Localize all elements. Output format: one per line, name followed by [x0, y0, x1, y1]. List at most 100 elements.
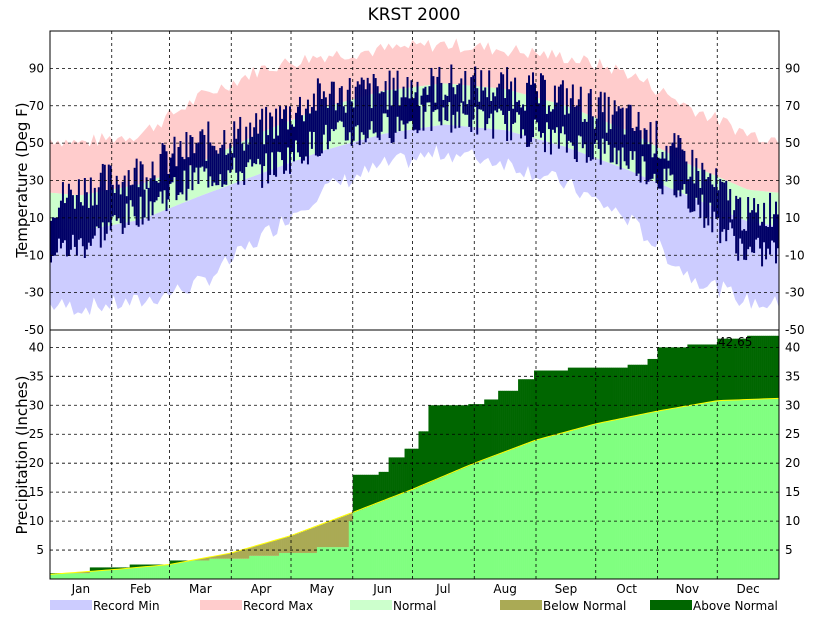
normal-precipitation-column [123, 568, 126, 579]
normal-precipitation-column [408, 490, 411, 579]
normal-precipitation-column [458, 469, 461, 579]
normal-precipitation-column [657, 411, 660, 579]
normal-precipitation-column [450, 473, 453, 579]
above-normal-column [761, 335, 764, 400]
normal-precipitation-column [454, 471, 457, 579]
above-normal-column [629, 364, 632, 417]
below-normal-column [251, 547, 254, 556]
normal-precipitation-column [723, 400, 726, 579]
normal-precipitation-column [721, 400, 724, 579]
below-normal-column [215, 555, 218, 559]
month-label: Aug [493, 582, 516, 596]
above-normal-column [641, 364, 644, 415]
normal-precipitation-column [512, 448, 515, 579]
below-normal-column [249, 547, 252, 556]
month-label: Nov [676, 582, 699, 596]
normal-precipitation-column [623, 418, 626, 579]
below-normal-column [83, 571, 87, 574]
above-normal-column [579, 367, 583, 429]
normal-precipitation-column [611, 420, 614, 579]
normal-precipitation-column [95, 570, 99, 579]
normal-precipitation-column [101, 570, 105, 579]
normal-precipitation-column [57, 573, 61, 579]
normal-precipitation-column [263, 555, 266, 579]
normal-precipitation-column [133, 567, 136, 579]
normal-precipitation-column [163, 565, 166, 579]
above-normal-column [99, 567, 103, 571]
normal-precipitation-column [119, 569, 123, 579]
above-normal-column [448, 405, 451, 475]
above-normal-column [573, 367, 577, 430]
normal-precipitation-column [185, 561, 188, 579]
above-normal-column [703, 344, 706, 404]
above-normal-column [567, 367, 571, 432]
above-normal-column [699, 344, 702, 404]
below-normal-column [207, 557, 210, 561]
above-normal-column [494, 399, 497, 456]
normal-precipitation-column [394, 496, 397, 579]
normal-precipitation-column [649, 412, 652, 579]
normal-precipitation-column [607, 421, 610, 579]
above-normal-column [555, 370, 559, 435]
normal-precipitation-column [50, 574, 53, 579]
above-normal-column [458, 405, 461, 470]
below-normal-column [348, 513, 352, 522]
normal-precipitation-column [267, 555, 270, 579]
normal-precipitation-column [567, 431, 571, 579]
below-normal-column [197, 559, 200, 561]
below-normal-column [316, 525, 320, 548]
below-normal-column [217, 555, 220, 559]
normal-precipitation-column [404, 492, 407, 579]
normal-precipitation-column [99, 570, 103, 579]
legend-label: Record Max [243, 599, 313, 613]
above-normal-column [117, 567, 121, 570]
normal-precipitation-column [183, 561, 186, 579]
below-normal-column [293, 534, 296, 553]
below-normal-column [300, 531, 304, 553]
normal-precipitation-column [575, 429, 579, 579]
normal-precipitation-column [561, 432, 565, 579]
normal-precipitation-column [410, 490, 413, 579]
above-normal-column [773, 335, 776, 399]
normal-precipitation-column [498, 454, 501, 579]
normal-precipitation-column [545, 437, 549, 579]
above-normal-column [707, 344, 710, 403]
normal-precipitation-column [771, 398, 774, 579]
normal-precipitation-column [237, 558, 240, 579]
below-normal-column [205, 557, 208, 561]
above-normal-column [685, 347, 688, 407]
above-normal-column [769, 335, 772, 399]
above-normal-column [432, 405, 435, 481]
below-normal-column [199, 558, 202, 561]
above-normal-column [671, 347, 674, 409]
normal-precipitation-column [334, 547, 338, 579]
normal-precipitation-column [651, 412, 654, 579]
above-normal-column [498, 390, 501, 455]
normal-precipitation-column [211, 558, 214, 579]
normal-precipitation-column [667, 409, 670, 579]
normal-precipitation-column [221, 558, 224, 579]
above-normal-column [599, 367, 603, 423]
above-normal-column [173, 560, 176, 564]
precipitation-tick-label-right: 30 [785, 398, 800, 412]
normal-precipitation-column [539, 438, 543, 579]
above-normal-column [747, 335, 750, 400]
normal-precipitation-column [318, 547, 322, 579]
above-normal-column [575, 367, 579, 430]
normal-precipitation-column [621, 418, 624, 579]
normal-precipitation-column [79, 573, 83, 579]
above-normal-column [366, 474, 369, 508]
normal-precipitation-column [745, 399, 748, 579]
below-normal-column [275, 540, 278, 556]
normal-precipitation-column [743, 399, 746, 579]
above-normal-column [175, 560, 178, 564]
normal-precipitation-column [462, 468, 465, 579]
above-normal-column [591, 367, 595, 425]
normal-precipitation-column [233, 558, 236, 579]
above-normal-column [643, 364, 646, 414]
normal-precipitation-column [109, 569, 113, 579]
normal-precipitation-column [243, 558, 246, 579]
above-normal-column [105, 567, 109, 571]
above-normal-column [613, 367, 616, 421]
